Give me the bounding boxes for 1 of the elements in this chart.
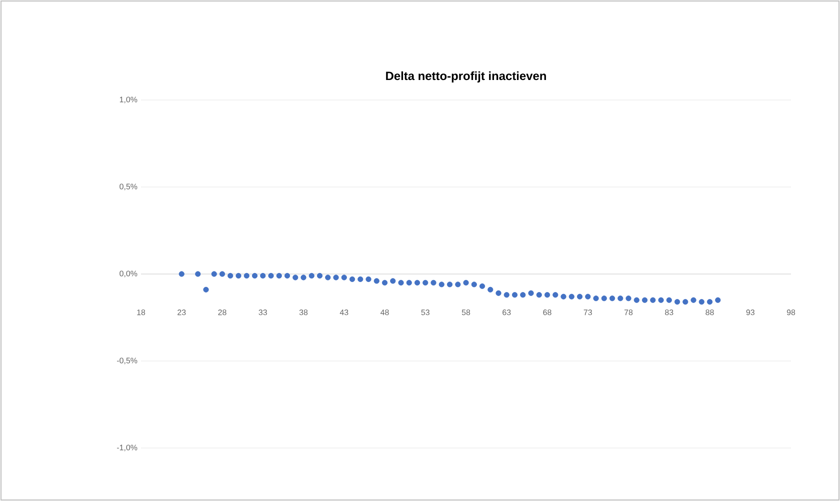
chart-title: Delta netto-profijt inactieven [386, 71, 546, 82]
